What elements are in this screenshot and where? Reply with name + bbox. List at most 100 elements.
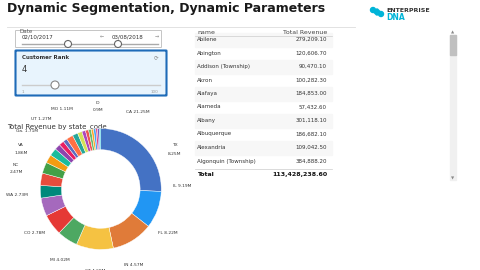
Text: Alexandria: Alexandria	[197, 145, 227, 150]
Bar	[195, 114, 332, 127]
Circle shape	[379, 12, 384, 16]
Wedge shape	[99, 129, 101, 150]
Text: 186,682.10: 186,682.10	[296, 131, 327, 137]
Text: Addison (Township): Addison (Township)	[197, 64, 250, 69]
Text: TX: TX	[172, 143, 178, 147]
Text: 57,432.60: 57,432.60	[299, 104, 327, 110]
Text: 02/10/2017: 02/10/2017	[22, 35, 54, 39]
Wedge shape	[40, 185, 62, 198]
Wedge shape	[60, 141, 76, 160]
Circle shape	[64, 40, 72, 48]
Text: 301,118.10: 301,118.10	[296, 118, 327, 123]
Text: 100,282.30: 100,282.30	[296, 77, 327, 83]
Wedge shape	[47, 206, 74, 233]
Text: CA 21.25M: CA 21.25M	[127, 110, 150, 114]
Text: UT 1.27M: UT 1.27M	[31, 117, 52, 121]
Text: Abilene: Abilene	[197, 37, 217, 42]
Text: Total Revenue: Total Revenue	[283, 30, 327, 35]
Wedge shape	[76, 225, 113, 249]
Text: CO 2.78M: CO 2.78M	[24, 231, 45, 235]
Text: 4: 4	[22, 65, 27, 74]
Text: DNA: DNA	[386, 12, 405, 22]
Text: 279,209.10: 279,209.10	[296, 37, 327, 42]
Wedge shape	[85, 130, 93, 151]
Text: IN 4.57M: IN 4.57M	[124, 263, 144, 266]
Wedge shape	[67, 136, 83, 157]
Wedge shape	[109, 213, 148, 248]
Wedge shape	[51, 149, 72, 167]
Text: ←: ←	[100, 35, 104, 39]
Bar	[195, 33, 332, 46]
Text: ⟳: ⟳	[154, 55, 158, 60]
Text: →: →	[155, 35, 159, 39]
Text: 8.25M: 8.25M	[168, 152, 181, 156]
Text: 184,853.00: 184,853.00	[296, 91, 327, 96]
Wedge shape	[97, 129, 100, 150]
Wedge shape	[42, 163, 65, 179]
Bar	[195, 141, 332, 154]
Text: Dynamic Segmentation, Dynamic Parameters: Dynamic Segmentation, Dynamic Parameters	[7, 2, 325, 15]
Text: 2.47M: 2.47M	[10, 170, 23, 174]
Wedge shape	[88, 129, 95, 150]
Bar	[195, 87, 332, 100]
Text: Date: Date	[20, 29, 33, 34]
Wedge shape	[132, 191, 161, 226]
Text: Albany: Albany	[197, 118, 216, 123]
Text: Customer Rank: Customer Rank	[22, 55, 69, 60]
Text: VA: VA	[18, 143, 24, 147]
Wedge shape	[101, 129, 161, 191]
Text: 90,470.10: 90,470.10	[299, 64, 327, 69]
Text: ▼: ▼	[451, 177, 455, 181]
Wedge shape	[47, 155, 68, 172]
Text: ▲: ▲	[451, 31, 455, 35]
Text: Akron: Akron	[197, 77, 213, 83]
Text: 109,042.50: 109,042.50	[296, 145, 327, 150]
Text: Total: Total	[197, 172, 214, 177]
Circle shape	[371, 8, 375, 12]
Text: Ga. 1.71M: Ga. 1.71M	[16, 129, 38, 133]
Wedge shape	[72, 133, 86, 154]
Text: CT 4.68M: CT 4.68M	[84, 269, 105, 270]
Bar	[0, 0, 480, 28]
Wedge shape	[78, 131, 88, 153]
Text: NC: NC	[13, 163, 19, 167]
Circle shape	[115, 40, 121, 48]
Text: Total Revenue by state_code: Total Revenue by state_code	[7, 123, 107, 130]
Wedge shape	[63, 139, 79, 158]
Text: 0.9M: 0.9M	[93, 108, 103, 112]
Wedge shape	[94, 129, 97, 150]
Text: 1.86M: 1.86M	[14, 151, 28, 155]
Wedge shape	[41, 195, 65, 216]
Bar	[450, 35, 456, 180]
Text: 120,606.70: 120,606.70	[296, 50, 327, 56]
Wedge shape	[56, 145, 74, 163]
Bar	[450, 35, 456, 55]
Text: ID: ID	[96, 101, 100, 105]
FancyArrowPatch shape	[377, 10, 379, 12]
Text: name: name	[197, 30, 215, 35]
FancyArrowPatch shape	[375, 12, 377, 14]
Text: WA 2.73M: WA 2.73M	[6, 193, 28, 197]
Wedge shape	[40, 173, 63, 187]
Text: 384,888.20: 384,888.20	[296, 158, 327, 164]
Text: 113,428,238.60: 113,428,238.60	[272, 172, 327, 177]
Bar	[195, 60, 332, 73]
Text: MO 1.11M: MO 1.11M	[50, 107, 72, 111]
Text: Algonquin (Township): Algonquin (Township)	[197, 158, 256, 164]
Text: Abington: Abington	[197, 50, 222, 56]
Text: Albuquerque: Albuquerque	[197, 131, 232, 137]
FancyBboxPatch shape	[15, 50, 167, 96]
Wedge shape	[91, 129, 96, 150]
Text: 1: 1	[22, 90, 24, 94]
Wedge shape	[96, 129, 99, 150]
Wedge shape	[59, 218, 85, 244]
Wedge shape	[82, 130, 91, 152]
Text: 03/08/2018: 03/08/2018	[112, 35, 144, 39]
Text: ENTERPRISE: ENTERPRISE	[386, 8, 430, 14]
Text: IL 9.19M: IL 9.19M	[173, 184, 192, 188]
Circle shape	[51, 81, 59, 89]
Text: FL 8.22M: FL 8.22M	[157, 231, 177, 235]
Text: Alameda: Alameda	[197, 104, 222, 110]
Text: Alafaya: Alafaya	[197, 91, 218, 96]
Text: 100: 100	[150, 90, 158, 94]
